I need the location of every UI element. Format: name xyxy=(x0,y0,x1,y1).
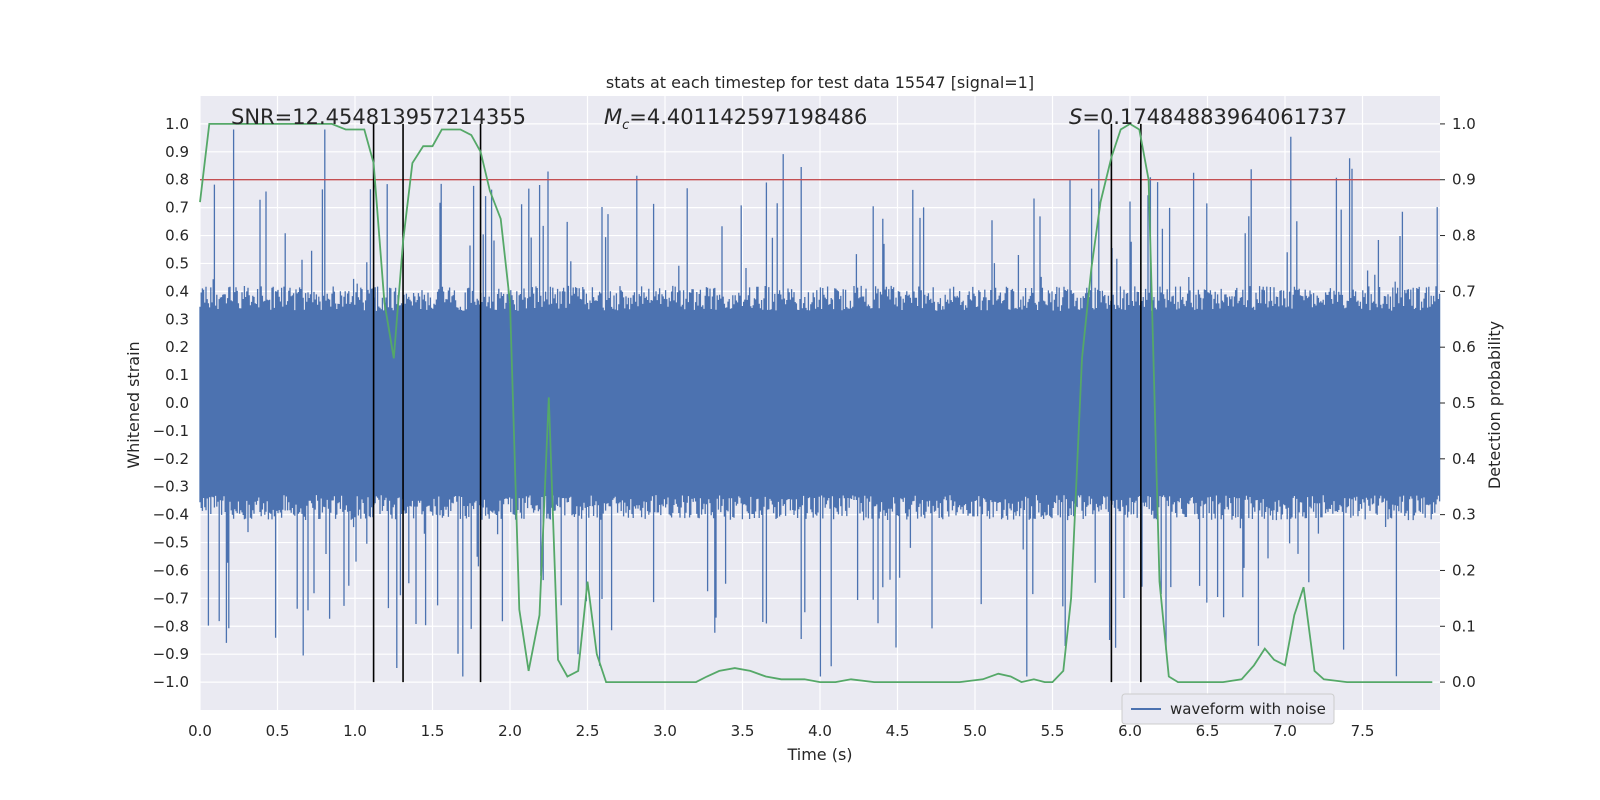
x-ticks: 0.0 0.5 1.0 1.5 2.0 2.5 3.0 3.5 4.0 4.5 5.0 5.5 6.0 6… xyxy=(188,722,1374,740)
y-tick-label: −0.6 xyxy=(153,561,189,579)
y-right-tick-label: 0.1 xyxy=(1452,617,1476,635)
x-tick-label: 1.5 xyxy=(421,722,445,740)
mc-value: =4.401142597198486 xyxy=(629,105,867,129)
y-ticks-left: 1.0 0.9 0.8 0.7 0.6 0.5 0.4 0.3 0.2 0.1 0.0 −0.1 −0.… xyxy=(153,115,189,691)
y-right-tick-label: 0.5 xyxy=(1452,394,1476,412)
y-tick-label: 0.8 xyxy=(165,171,189,189)
mc-subscript: c xyxy=(622,118,629,133)
s-annotation: S=0.17484883964061737 xyxy=(1069,105,1347,129)
y-axis-label: Whitened strain xyxy=(124,341,143,468)
s-value: =0.17484883964061737 xyxy=(1082,105,1347,129)
y-right-tick-label: 0.9 xyxy=(1452,171,1476,189)
y-tick-label: 0.6 xyxy=(165,227,189,245)
y-tick-label: −0.2 xyxy=(153,450,189,468)
y-tick-label: −1.0 xyxy=(153,673,189,691)
y-tick-label: 0.5 xyxy=(165,254,189,272)
y-tick-label: 0.3 xyxy=(165,310,189,328)
y-tick-label: 0.2 xyxy=(165,338,189,356)
x-tick-label: 7.5 xyxy=(1351,722,1375,740)
y-tick-label: 0.7 xyxy=(165,199,189,217)
y-tick-label: −0.8 xyxy=(153,617,189,635)
x-tick-label: 7.0 xyxy=(1273,722,1297,740)
x-tick-label: 5.0 xyxy=(963,722,987,740)
y-tick-label: 0.4 xyxy=(165,282,189,300)
x-tick-label: 2.5 xyxy=(576,722,600,740)
x-axis-label: Time (s) xyxy=(786,745,852,764)
snr-annotation: SNR=12.454813957214355 xyxy=(231,105,526,129)
mc-symbol: M xyxy=(604,105,622,129)
y-axis-label-right: Detection probability xyxy=(1485,321,1504,489)
y-tick-label: 0.0 xyxy=(165,394,189,412)
y-tick-label: 0.9 xyxy=(165,143,189,161)
legend-box xyxy=(1121,693,1335,725)
x-tick-label: 4.0 xyxy=(808,722,832,740)
chart-title: stats at each timestep for test data 155… xyxy=(606,73,1034,92)
waveform-series xyxy=(199,129,1441,677)
y-right-tick-label: 0.8 xyxy=(1452,227,1476,245)
y-right-tick-label: 0.6 xyxy=(1452,338,1476,356)
mc-annotation: Mc=4.401142597198486 xyxy=(604,105,867,133)
y-ticks-right: 1.0 0.9 0.8 0.7 0.6 0.5 0.4 0.3 0.2 0.1 0.0 xyxy=(1440,115,1476,691)
y-tick-label: −0.4 xyxy=(153,506,189,524)
y-tick-label: 1.0 xyxy=(165,115,189,133)
y-right-tick-label: 0.7 xyxy=(1452,282,1476,300)
vertical-lines xyxy=(372,123,1142,683)
x-tick-label: 6.0 xyxy=(1118,722,1142,740)
x-tick-label: 2.0 xyxy=(498,722,522,740)
x-tick-label: 0.5 xyxy=(266,722,290,740)
y-right-tick-label: 0.4 xyxy=(1452,450,1476,468)
y-right-tick-label: 0.2 xyxy=(1452,561,1476,579)
legend: waveform with noise xyxy=(1121,693,1335,725)
y-right-tick-label: 0.3 xyxy=(1452,506,1476,524)
x-tick-label: 0.0 xyxy=(188,722,212,740)
y-tick-label: −0.9 xyxy=(153,645,189,663)
x-tick-label: 4.5 xyxy=(886,722,910,740)
y-tick-label: −0.1 xyxy=(153,422,189,440)
x-tick-label: 6.5 xyxy=(1196,722,1220,740)
y-tick-label: −0.5 xyxy=(153,534,189,552)
s-symbol: S xyxy=(1069,105,1082,129)
legend-label: waveform with noise xyxy=(1170,700,1326,718)
x-tick-label: 5.5 xyxy=(1041,722,1065,740)
waveform-core xyxy=(200,316,1440,490)
detection-probability-line xyxy=(199,122,1433,684)
y-tick-label: 0.1 xyxy=(165,366,189,384)
x-tick-label: 3.0 xyxy=(653,722,677,740)
x-tick-label: 3.5 xyxy=(731,722,755,740)
y-tick-label: −0.7 xyxy=(153,589,189,607)
y-right-tick-label: 1.0 xyxy=(1452,115,1476,133)
y-right-tick-label: 0.0 xyxy=(1452,673,1476,691)
y-tick-label: −0.3 xyxy=(153,478,189,496)
x-tick-label: 1.0 xyxy=(343,722,367,740)
